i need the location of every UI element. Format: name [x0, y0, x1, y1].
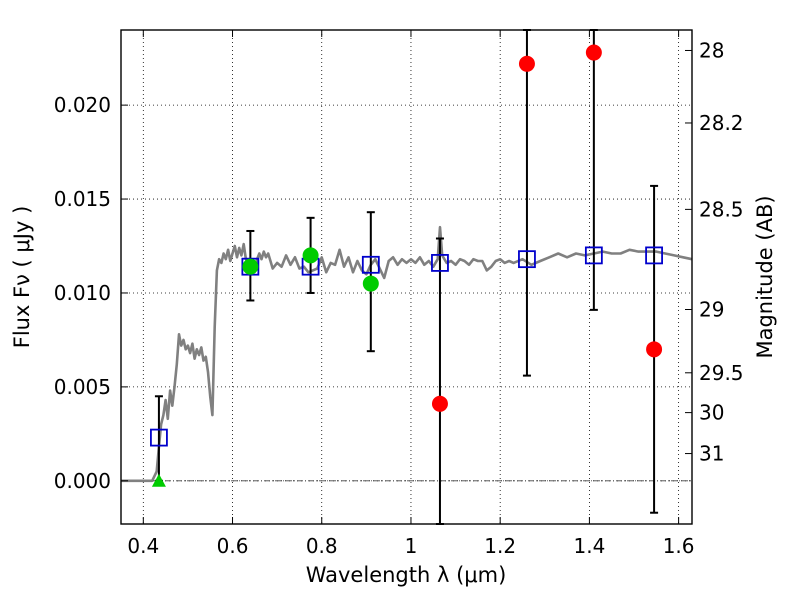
x-tick-label: 1.4	[573, 534, 605, 558]
x-axis-label: Wavelength λ (μm)	[306, 563, 507, 587]
y2-tick-label: 29.5	[699, 361, 744, 385]
axes: 0.4 0.6 0.8 1 1.2 1.4 1.6 0.000 0.005 0.010 0.015 0…	[54, 30, 744, 558]
y2-axis-label: Magnitude (AB)	[753, 195, 777, 358]
x-tick-label: 1.2	[484, 534, 516, 558]
observed-flux-point	[302, 247, 319, 264]
observed-flux-point	[242, 258, 259, 275]
y-tick-label: 0.015	[54, 187, 111, 211]
y-tick-label: 0.005	[54, 375, 111, 399]
y2-tick-label: 28	[699, 38, 724, 62]
y2-tick-label: 28.5	[699, 197, 744, 221]
upper-limit-triangle	[151, 473, 166, 487]
x-tick-label: 0.6	[217, 534, 249, 558]
plot-frame	[120, 29, 693, 525]
x-tick-label: 1	[405, 534, 418, 558]
y2-tick-label: 29	[699, 297, 724, 321]
model-flux-square	[645, 246, 663, 265]
x-tick-label: 0.8	[306, 534, 338, 558]
observed-flux-point	[362, 275, 379, 292]
model-spectrum-line	[121, 225, 693, 483]
model-flux-square	[150, 428, 168, 447]
y2-tick-label: 28.2	[699, 111, 744, 135]
model-flux-square	[518, 250, 536, 269]
y-tick-label: 0.000	[54, 469, 111, 493]
observed-flux-point	[518, 55, 535, 72]
model-flux-square	[431, 254, 449, 272]
y-axis-label: Flux Fν ( μJy )	[10, 206, 34, 349]
y-tick-label: 0.020	[54, 93, 111, 117]
observed-flux-point	[646, 341, 663, 358]
model-flux-square	[584, 246, 603, 265]
observed-flux-point	[585, 44, 602, 61]
model-flux-square	[361, 255, 380, 274]
plot-area	[121, 29, 693, 525]
x-tick-label: 1.6	[663, 534, 695, 558]
observed-flux-point	[431, 395, 448, 412]
y2-tick-label: 31	[699, 442, 724, 466]
y-tick-label: 0.010	[54, 281, 111, 305]
y2-tick-label: 30	[699, 401, 724, 425]
x-tick-label: 0.4	[127, 534, 159, 558]
